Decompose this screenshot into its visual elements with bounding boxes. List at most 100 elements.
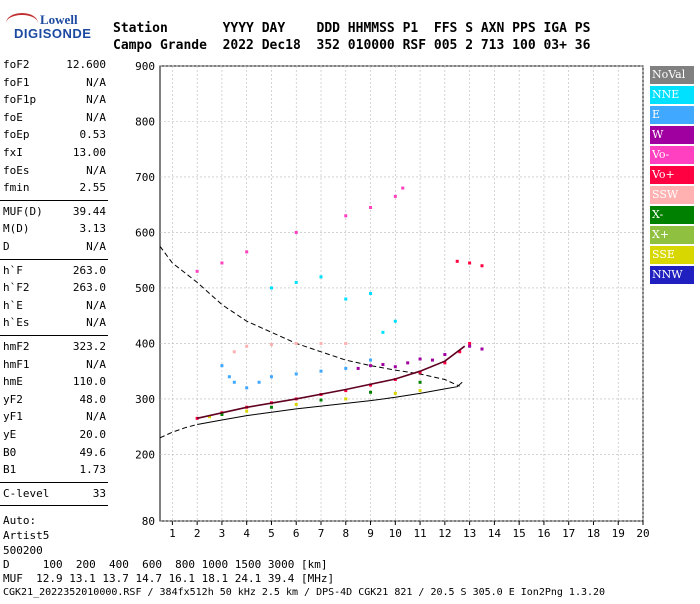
echo-point xyxy=(369,364,373,368)
legend-item: SSE xyxy=(650,246,694,264)
param-value: 49.6 xyxy=(79,445,107,459)
param-name: h`F xyxy=(3,263,23,277)
logo-arc-icon xyxy=(6,13,38,33)
param-value: 20.0 xyxy=(79,428,107,441)
echo-point xyxy=(227,375,231,379)
echo-point xyxy=(344,214,348,218)
param-row: h`F 263.0 xyxy=(3,264,106,281)
param-row: foE N/A xyxy=(3,111,106,128)
param-separator xyxy=(0,481,108,483)
echo-point xyxy=(294,402,298,406)
param-row: h`Es N/A xyxy=(3,316,106,333)
param-row: h`F2 263.0 xyxy=(3,281,106,298)
echo-point xyxy=(195,269,199,273)
echo-point xyxy=(294,230,298,234)
muf-row: MUF 12.9 13.1 13.7 14.7 16.1 18.1 24.1 3… xyxy=(3,572,335,585)
param-row: yF1 N/A xyxy=(3,410,106,427)
param-row: hmE 110.0 xyxy=(3,375,106,392)
echo-point xyxy=(294,372,298,376)
param-value: 263.0 xyxy=(72,281,106,295)
echo-point xyxy=(257,380,261,384)
echo-point xyxy=(220,364,224,368)
x-tick-label: 17 xyxy=(562,527,575,540)
echo-point xyxy=(344,297,348,301)
echo-point xyxy=(393,365,397,369)
x-tick-label: 3 xyxy=(219,527,226,540)
echo-point xyxy=(245,344,249,348)
echo-point xyxy=(393,194,397,198)
legend-item: Vo- xyxy=(650,146,694,164)
legend-item: NNW xyxy=(650,266,694,284)
digisonde-logo: Lowell DIGISONDE xyxy=(4,10,104,50)
auto-scaling-line: Auto: xyxy=(3,514,37,528)
param-separator xyxy=(0,199,108,201)
echo-point xyxy=(245,409,249,413)
param-value: N/A xyxy=(86,240,106,253)
param-row: M(D) 3.13 xyxy=(3,222,106,239)
x-tick-label: 7 xyxy=(318,527,325,540)
echo-point xyxy=(269,343,273,347)
param-row: h`E N/A xyxy=(3,299,106,316)
echo-point xyxy=(208,415,212,419)
param-value: N/A xyxy=(86,298,106,312)
legend-item: E xyxy=(650,106,694,124)
param-row: fxI 13.00 xyxy=(3,146,106,163)
y-tick-label: 80 xyxy=(142,515,155,528)
x-tick-label: 18 xyxy=(587,527,600,540)
param-separator xyxy=(0,258,108,260)
header-row-values: Campo Grande 2022 Dec18 352 010000 RSF 0… xyxy=(113,38,591,53)
echo-point xyxy=(344,366,348,370)
param-value: N/A xyxy=(86,93,106,107)
param-name: B0 xyxy=(3,445,17,459)
echo-point xyxy=(245,386,249,390)
echo-point xyxy=(458,350,462,354)
param-name: yF2 xyxy=(3,392,23,406)
param-name: C-level xyxy=(3,486,50,500)
echo-point xyxy=(480,347,484,351)
echo-point xyxy=(381,330,385,334)
x-tick-label: 4 xyxy=(243,527,250,540)
param-value: 12.600 xyxy=(66,58,106,71)
echo-point xyxy=(418,389,422,393)
x-tick-label: 6 xyxy=(293,527,300,540)
param-name: yF1 xyxy=(3,410,23,424)
echo-point xyxy=(319,398,323,402)
echo-point xyxy=(294,341,298,345)
param-row: fmin 2.55 xyxy=(3,181,106,198)
param-value: 110.0 xyxy=(72,375,106,389)
auto-scaling-line: Artist5 xyxy=(3,529,50,543)
file-info-row: CGK21_2022352010000.RSF / 384fx512h 50 k… xyxy=(3,587,606,598)
header-row-labels: Station YYYY DAY DDD HHMMSS P1 FFS S AXN… xyxy=(113,21,591,36)
param-row: foEs N/A xyxy=(3,164,106,181)
echo-point xyxy=(344,389,348,393)
param-name: hmF2 xyxy=(3,340,30,353)
echo-point xyxy=(468,341,472,345)
trace-fit-line xyxy=(197,345,466,420)
echo-point xyxy=(369,358,373,362)
param-value: N/A xyxy=(86,163,106,177)
param-name: foF1p xyxy=(3,93,37,107)
param-value: N/A xyxy=(86,316,106,330)
echo-point xyxy=(443,361,447,365)
param-value: 13.00 xyxy=(72,146,106,159)
param-value: 2.55 xyxy=(79,181,107,195)
x-tick-label: 12 xyxy=(438,527,451,540)
x-tick-label: 19 xyxy=(612,527,625,540)
param-value: 3.13 xyxy=(79,222,107,236)
legend-item: NNE xyxy=(650,86,694,104)
profile-dashed-line xyxy=(159,246,460,387)
x-tick-label: 10 xyxy=(389,527,402,540)
param-row: yE 20.0 xyxy=(3,428,106,445)
echo-point xyxy=(344,397,348,401)
param-name: foE xyxy=(3,110,23,124)
x-tick-label: 8 xyxy=(342,527,349,540)
echo-point xyxy=(393,319,397,323)
echo-point xyxy=(344,341,348,345)
echo-point xyxy=(430,358,434,362)
param-name: foEs xyxy=(3,163,30,177)
echo-point xyxy=(269,405,273,409)
param-name: h`Es xyxy=(3,316,30,330)
param-value: N/A xyxy=(86,357,106,371)
legend-item: NoVal xyxy=(650,66,694,84)
